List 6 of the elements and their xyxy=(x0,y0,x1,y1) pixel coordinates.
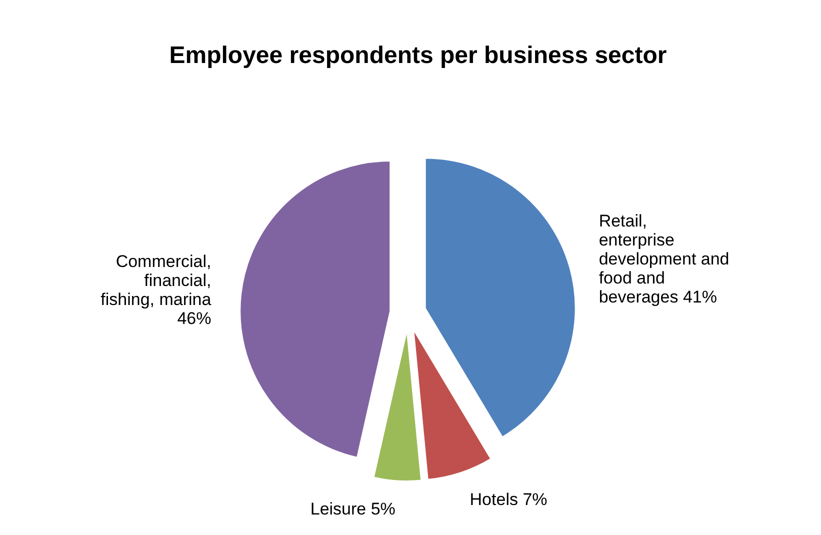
slice-label: Leisure 5% xyxy=(310,500,396,519)
slice-label: Retail, enterprise development and food and beverages 41% xyxy=(598,212,730,307)
slice-label: Commercial, financial, fishing, marina xyxy=(100,252,212,310)
data-label: 46% xyxy=(177,309,212,328)
slice-label: Hotels 7% xyxy=(470,490,548,510)
chart-title: Employee respondents per business sector xyxy=(169,42,667,69)
